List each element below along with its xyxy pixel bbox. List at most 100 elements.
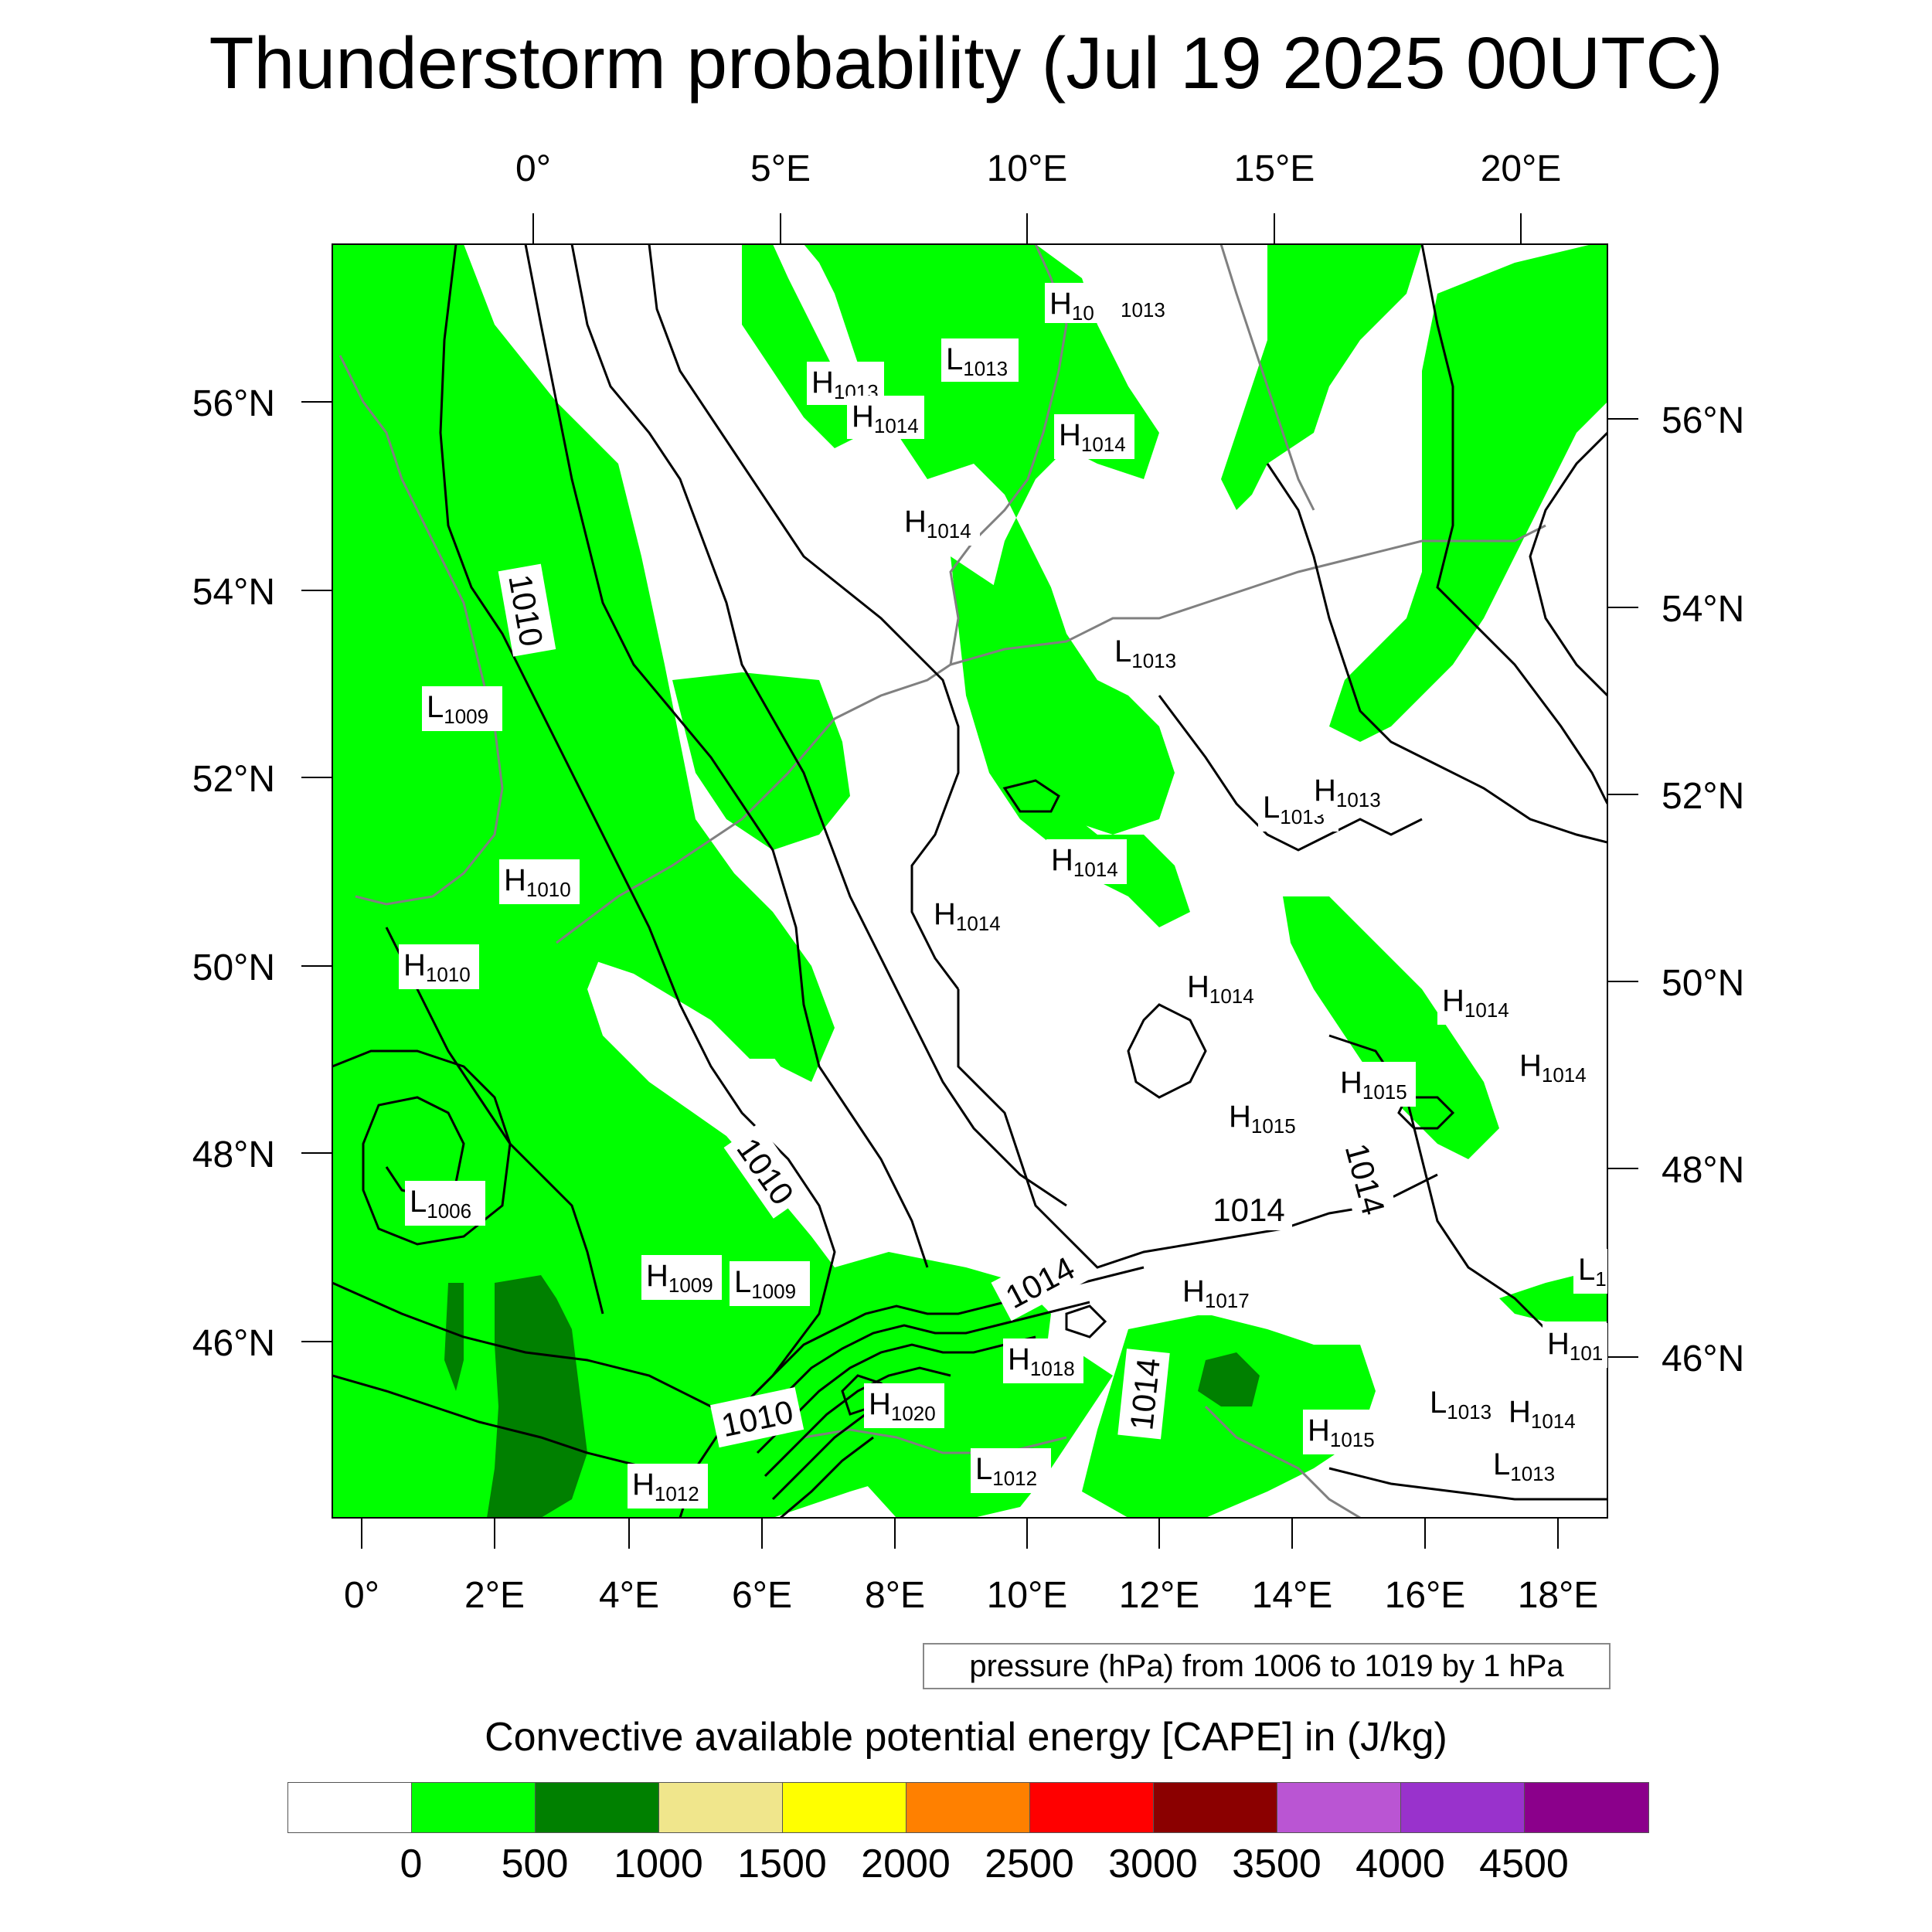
left-lat-label: 54°N: [192, 572, 275, 613]
isobar-line: [1158, 695, 1423, 852]
isobar-value-label: 1014: [1213, 1192, 1284, 1228]
svg-text:H10: H10: [1049, 287, 1094, 325]
colorbar-swatch: [1401, 1783, 1525, 1832]
pressure-center-value: 1013: [1510, 1462, 1555, 1485]
left-axis: [301, 401, 332, 1342]
pressure-center-type: H: [1509, 1395, 1531, 1429]
pressure-center-type: H: [1059, 418, 1081, 452]
pressure-center-value: 1014: [927, 519, 971, 543]
isobar-line: [756, 1335, 1036, 1454]
svg-text:H1014: H1014: [852, 400, 919, 437]
bottom-lon-label: 16°E: [1385, 1575, 1466, 1616]
colorbar-label: 0: [400, 1842, 423, 1886]
isobar-line: [332, 1049, 512, 1246]
pressure-center-type: L: [1493, 1447, 1510, 1481]
pressure-center-value: 1013: [1121, 298, 1165, 321]
pressure-center-value: 1: [1595, 1267, 1606, 1291]
pressure-center-value: 1020: [891, 1402, 936, 1425]
pressure-center-type: H: [632, 1468, 655, 1502]
svg-text:H1014: H1014: [1519, 1049, 1587, 1087]
svg-text:L1009: L1009: [734, 1265, 796, 1303]
pressure-center-type: H: [1308, 1413, 1330, 1447]
svg-text:L1006: L1006: [410, 1185, 471, 1223]
svg-text:L1013: L1013: [1114, 634, 1176, 672]
svg-text:L1012: L1012: [975, 1452, 1037, 1490]
svg-text:L1013: L1013: [1430, 1386, 1492, 1423]
pressure-center-value: 1014: [956, 912, 1001, 935]
pressure-center-value: 1009: [668, 1274, 713, 1297]
svg-text:H1013: H1013: [811, 366, 879, 403]
right-axis: [1607, 418, 1638, 1358]
pressure-center-type: L: [975, 1452, 992, 1486]
pressure-center-type: L: [1114, 634, 1131, 668]
isobar-line: [764, 1366, 951, 1478]
colorbar-label: 1000: [614, 1842, 703, 1886]
pressure-center-value: 1015: [1330, 1428, 1375, 1451]
pressure-center-type: H: [1442, 984, 1464, 1018]
pressure-center-value: 101: [1570, 1342, 1603, 1365]
pressure-center-value: 1009: [444, 705, 488, 728]
pressure-center-value: 1012: [655, 1482, 699, 1505]
colorbar-swatch: [783, 1783, 906, 1832]
bottom-lon-label: 14°E: [1252, 1575, 1333, 1616]
svg-text:H1014: H1014: [1059, 418, 1126, 456]
left-lat-label: 52°N: [192, 759, 275, 800]
cape-area-east: [1329, 244, 1607, 742]
pressure-center-value: 1010: [526, 878, 571, 901]
pressure-center-value: 1017: [1205, 1289, 1250, 1312]
bottom-lon-label: 6°E: [732, 1575, 792, 1616]
right-lat-label: 46°N: [1662, 1338, 1744, 1379]
right-lat-label: 56°N: [1662, 400, 1744, 441]
svg-text:H1013: H1013: [1314, 774, 1381, 811]
cape-area-dark-1: [487, 1275, 587, 1518]
pressure-center-type: H: [869, 1387, 891, 1421]
pressure-center-value: 1015: [1362, 1080, 1407, 1104]
colorbar-label: 4500: [1479, 1842, 1569, 1886]
bottom-lon-label: 0°: [344, 1575, 379, 1616]
coastline-baltic: [950, 524, 1546, 666]
pressure-center-value: 1014: [1081, 433, 1126, 456]
isobar-line: [1002, 779, 1060, 813]
svg-text:L1009: L1009: [427, 690, 488, 728]
coastline-continent: [556, 244, 1068, 944]
cape-area-dark-3: [1198, 1352, 1260, 1406]
top-lon-label: 0°: [515, 148, 551, 189]
colorbar-swatch: [906, 1783, 1030, 1832]
colorbar-swatch: [1525, 1783, 1648, 1832]
bottom-lon-label: 10°E: [987, 1575, 1068, 1616]
colorbar-label: 2500: [985, 1842, 1074, 1886]
pressure-center-value: 1014: [1542, 1063, 1587, 1087]
svg-text:L1013: L1013: [1493, 1447, 1555, 1485]
isobar-line: [1420, 244, 1607, 804]
pressure-center-type: H: [403, 948, 426, 982]
pressure-centers: H10 1013 L1013 H1013 H1014 H1014 L1009 L…: [399, 283, 1607, 1509]
colorbar-label: 1500: [737, 1842, 827, 1886]
pressure-center-type: H: [1314, 774, 1336, 808]
pressure-center-value: 1013: [1336, 788, 1381, 811]
pressure-center-type: H: [504, 863, 526, 897]
cape-area-central: [672, 672, 850, 850]
pressure-center-type: H: [1049, 287, 1072, 321]
isobar-value-label: 1014: [1123, 1356, 1167, 1432]
svg-text:L1: L1: [1578, 1253, 1607, 1291]
colorbar-label: 500: [501, 1842, 569, 1886]
pressure-center-value: 1006: [427, 1199, 471, 1223]
svg-text:H101: H101: [1547, 1327, 1603, 1365]
cape-area-germany-north: [951, 556, 1190, 927]
colorbar-swatch: [1030, 1783, 1154, 1832]
pressure-center-type: H: [1182, 1274, 1205, 1308]
pressure-center-value: 1013: [1447, 1400, 1492, 1423]
left-lat-label: 46°N: [192, 1323, 275, 1364]
svg-text:H1010: H1010: [504, 863, 571, 901]
isobar-line: [524, 244, 929, 1268]
colorbar-swatch: [536, 1783, 659, 1832]
svg-text:L1013: L1013: [946, 342, 1008, 380]
cape-area-czech: [1283, 896, 1499, 1159]
pressure-center-value: 1012: [992, 1467, 1037, 1490]
right-lat-label: 48°N: [1662, 1150, 1744, 1191]
colorbar-swatch: [659, 1783, 783, 1832]
colorbar-label: 3000: [1108, 1842, 1198, 1886]
colorbar-swatch: [288, 1783, 412, 1832]
svg-text:H1020: H1020: [869, 1387, 936, 1425]
